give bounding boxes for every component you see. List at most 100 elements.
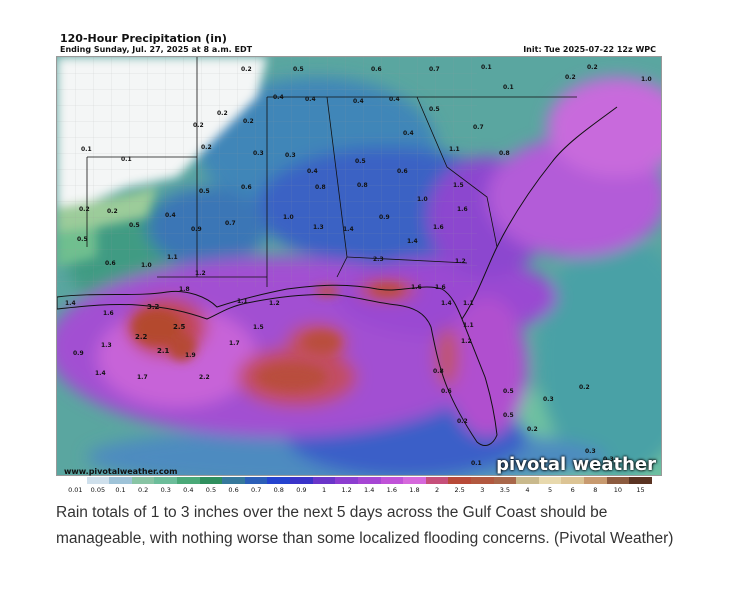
value-label: 0.1 — [121, 156, 132, 163]
scale-tick-label: 0.6 — [228, 486, 239, 494]
scale-swatch — [312, 477, 336, 484]
scale-swatch — [561, 477, 585, 484]
value-label: 1.2 — [455, 258, 466, 265]
scale-swatch — [109, 477, 132, 484]
value-label: 0.2 — [457, 418, 468, 425]
value-label: 2.1 — [157, 347, 170, 355]
scale-tick-label: 1.2 — [341, 486, 352, 494]
value-label: 1.2 — [269, 300, 280, 307]
value-label: 0.3 — [285, 152, 296, 159]
value-label: 0.4 — [307, 168, 318, 175]
value-label: 0.4 — [273, 94, 284, 101]
scale-tick-label: 8 — [593, 486, 598, 494]
value-label: 0.2 — [579, 384, 590, 391]
scale-swatch — [493, 477, 517, 484]
map-valid-time: Ending Sunday, Jul. 27, 2025 at 8 a.m. E… — [60, 45, 253, 54]
value-label: 1.0 — [283, 214, 294, 221]
value-label: 0.5 — [293, 66, 304, 73]
value-label: 0.3 — [585, 448, 596, 455]
scale-tick-label: 0.4 — [183, 486, 194, 494]
color-scale-bar — [64, 477, 652, 484]
value-label: 0.3 — [603, 456, 614, 463]
scale-swatch — [448, 477, 471, 484]
precip-value-labels: 0.2 0.5 0.6 0.7 0.1 0.2 1.0 0.1 0.2 0.4 … — [65, 64, 652, 467]
value-label: 1.0 — [141, 262, 152, 269]
value-label: 1.1 — [463, 300, 474, 307]
scale-swatch — [199, 477, 223, 484]
value-label: 0.1 — [471, 460, 482, 467]
value-label: 0.6 — [441, 388, 452, 395]
value-label: 1.5 — [253, 324, 264, 331]
scale-swatch — [290, 477, 313, 484]
color-scale-labels: 0.01 0.05 0.1 0.2 0.3 0.4 0.5 0.6 0.7 0.8 0.9 1 1.2 1… — [64, 484, 652, 494]
value-label: 0.9 — [73, 350, 84, 357]
scale-swatch — [357, 477, 381, 484]
scale-swatch — [425, 477, 449, 484]
scale-tick-label: 0.5 — [205, 486, 217, 494]
value-label: 0.5 — [129, 222, 140, 229]
scale-swatch — [629, 477, 652, 484]
scale-tick-label: 4 — [525, 486, 530, 494]
precipitation-map-figure: 120-Hour Precipitation (in) Ending Sunda… — [56, 26, 662, 496]
value-label: 0.5 — [429, 106, 440, 113]
value-label: 1.1 — [449, 146, 460, 153]
scale-swatch — [335, 477, 358, 484]
scale-swatch — [177, 477, 200, 484]
value-label: 0.2 — [201, 144, 212, 151]
value-label: 0.1 — [481, 64, 492, 71]
scale-swatch — [86, 477, 110, 484]
scale-swatch — [538, 477, 562, 484]
value-label: 1.5 — [453, 182, 464, 189]
map-graphic: 0.2 0.5 0.6 0.7 0.1 0.2 1.0 0.1 0.2 0.4 … — [57, 57, 661, 475]
value-label: 0.3 — [543, 396, 554, 403]
scale-tick-label: 2.5 — [454, 486, 465, 494]
scale-swatch — [584, 477, 607, 484]
scale-tick-label: 6 — [570, 486, 575, 494]
scale-tick-label: 2 — [434, 486, 440, 494]
scale-swatch — [470, 477, 494, 484]
value-label: 1.3 — [101, 342, 112, 349]
value-label: 1.4 — [65, 300, 76, 307]
value-label: 0.2 — [217, 110, 228, 117]
value-label: 2.5 — [173, 323, 186, 331]
value-label: 0.2 — [79, 206, 90, 213]
scale-tick-label: 3 — [480, 486, 485, 494]
value-label: 0.9 — [191, 226, 202, 233]
value-label: 1.6 — [411, 284, 422, 291]
value-label: 0.5 — [199, 188, 210, 195]
scale-swatch — [267, 477, 291, 484]
scale-swatch — [403, 477, 426, 484]
value-label: 3.2 — [147, 303, 160, 311]
value-label: 2.2 — [199, 374, 210, 381]
value-label: 0.5 — [503, 412, 514, 419]
value-label: 0.1 — [81, 146, 92, 153]
value-label: 0.2 — [193, 122, 204, 129]
value-label: 0.7 — [429, 66, 440, 73]
value-label: 1.1 — [237, 298, 248, 305]
scale-tick-label: 0.3 — [160, 486, 171, 494]
value-label: 0.8 — [499, 150, 510, 157]
value-label: 0.4 — [353, 98, 364, 105]
scale-tick-label: 3.5 — [499, 486, 511, 494]
value-label: 0.6 — [105, 260, 116, 267]
scale-tick-label: 0.05 — [90, 486, 106, 494]
value-label: 0.2 — [565, 74, 576, 81]
scale-tick-label: 0.9 — [296, 486, 307, 494]
value-label: 0.8 — [315, 184, 326, 191]
value-label: 0.5 — [355, 158, 366, 165]
value-label: 1.4 — [441, 300, 452, 307]
map-header: 120-Hour Precipitation (in) Ending Sunda… — [56, 26, 662, 56]
value-label: 0.1 — [503, 84, 514, 91]
scale-swatch — [131, 477, 155, 484]
value-label: 0.2 — [243, 118, 254, 125]
scale-tick-label: 1 — [321, 486, 327, 494]
precip-color-scale: 0.01 0.05 0.1 0.2 0.3 0.4 0.5 0.6 0.7 0.8 0.9 1 1.2 1… — [64, 477, 652, 496]
value-label: 0.4 — [305, 96, 316, 103]
scale-tick-label: 1.6 — [386, 486, 397, 494]
value-label: 2.2 — [135, 333, 148, 341]
scale-swatch — [154, 477, 178, 484]
scale-tick-label: 0.1 — [115, 486, 126, 494]
photo-caption: Rain totals of 1 to 3 inches over the ne… — [56, 504, 674, 547]
value-label: 1.8 — [179, 286, 190, 293]
value-label: 1.9 — [185, 352, 196, 359]
